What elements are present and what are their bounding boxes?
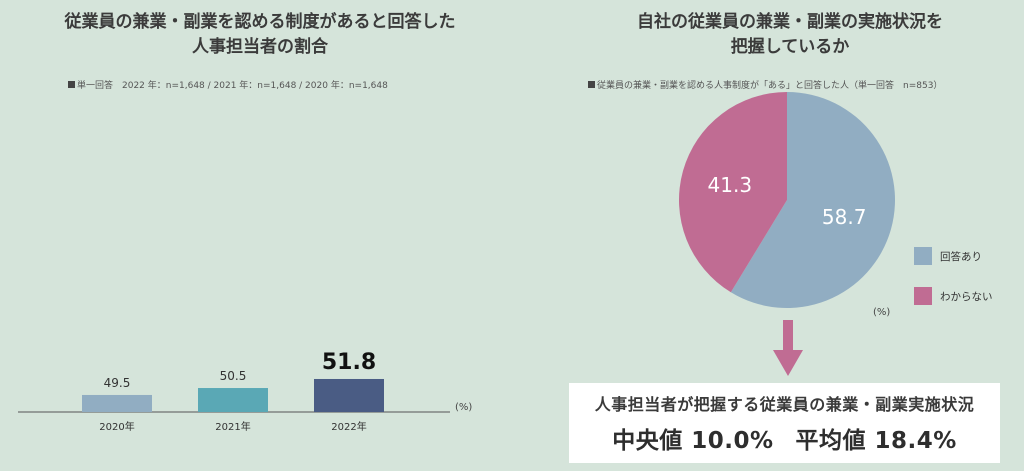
legend-item-answered: 回答あり (914, 247, 982, 265)
bar-chart-title-line2: 人事担当者の割合 (192, 37, 328, 57)
bar-0 (82, 394, 152, 412)
pie-value-label-0: 58.7 (822, 205, 867, 229)
result-mean: 平均値 18.4% (795, 428, 957, 454)
pie-slice-0 (730, 92, 895, 309)
bar-chart-title: 従業員の兼業・副業を認める制度があると回答した 人事担当者の割合 (20, 10, 500, 60)
legend-swatch-answered (914, 247, 932, 265)
bar-1 (198, 388, 268, 412)
bar-chart-note-text: 単一回答 2022 年：n=1,648 / 2021 年：n=1,648 / 2… (77, 81, 388, 91)
bar-chart-unit: (%) (455, 402, 473, 413)
note-square-icon (68, 81, 75, 88)
pie-slice-1 (679, 92, 787, 293)
bar-category-label-2: 2022年 (331, 420, 366, 433)
pie-chart-note: 従業員の兼業・副業を認める人事制度が「ある」と回答した人（単一回答 n=853） (588, 78, 942, 91)
bar-value-label-0: 49.5 (104, 376, 131, 390)
legend-item-unknown: わからない (914, 287, 993, 305)
bar-2 (314, 378, 384, 412)
down-arrow-icon (773, 320, 803, 376)
bar-chart-title-line1: 従業員の兼業・副業を認める制度があると回答した (64, 12, 456, 32)
pie-chart-title: 自社の従業員の兼業・副業の実施状況を 把握しているか (560, 10, 1020, 60)
bar-category-label-0: 2020年 (99, 420, 134, 433)
result-median: 中央値 10.0% (612, 428, 774, 454)
result-values: 中央値 10.0% 平均値 18.4% (569, 421, 1000, 455)
pie-chart-note-text: 従業員の兼業・副業を認める人事制度が「ある」と回答した人（単一回答 n=853） (597, 81, 943, 91)
result-box: 人事担当者が把握する従業員の兼業・副業実施状況 中央値 10.0% 平均値 18.… (569, 383, 1000, 463)
pie-value-label-1: 41.3 (708, 173, 753, 197)
pie-chart-title-line1: 自社の従業員の兼業・副業の実施状況を (637, 12, 943, 32)
bar-value-label-2: 51.8 (322, 350, 376, 375)
legend-label-answered: 回答あり (940, 250, 982, 263)
bar-value-label-1: 50.5 (220, 369, 247, 383)
bar-category-label-1: 2021年 (215, 420, 250, 433)
result-heading: 人事担当者が把握する従業員の兼業・副業実施状況 (594, 395, 975, 414)
pie-chart-title-line2: 把握しているか (730, 37, 850, 57)
legend-swatch-unknown (914, 287, 932, 305)
legend-label-unknown: わからない (940, 290, 993, 303)
pie-chart-unit: (%) (873, 307, 891, 318)
note-square-icon (588, 81, 595, 88)
bar-chart-note: 単一回答 2022 年：n=1,648 / 2021 年：n=1,648 / 2… (68, 78, 388, 91)
